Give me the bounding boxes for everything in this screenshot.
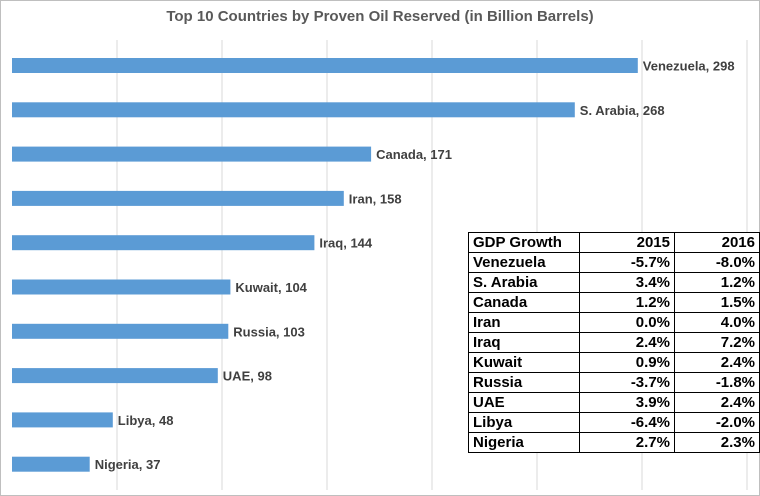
table-row: S. Arabia 3.4% 1.2% (468, 272, 760, 293)
table-cell-country: Russia (468, 372, 580, 393)
table-row: Iran 0.0% 4.0% (468, 312, 760, 333)
table-header-row: GDP Growth 2015 2016 (468, 232, 760, 253)
data-label: Venezuela, 298 (643, 59, 735, 74)
table-cell-2015: -6.4% (579, 412, 675, 433)
bar-libya (12, 412, 113, 428)
data-label: Iraq, 144 (319, 236, 373, 251)
table-cell-country: UAE (468, 392, 580, 413)
table-cell-2015: 2.4% (579, 332, 675, 353)
data-label: UAE, 98 (223, 369, 272, 384)
table-cell-country: Iraq (468, 332, 580, 353)
bar-nigeria (12, 456, 90, 472)
table-cell-2016: -2.0% (674, 412, 760, 433)
table-row: Venezuela -5.7% -8.0% (468, 252, 760, 273)
table-cell-2015: 3.9% (579, 392, 675, 413)
table-cell-2016: 2.4% (674, 392, 760, 413)
bar-uae (12, 368, 218, 384)
table-header-2016: 2016 (674, 232, 760, 253)
data-label: Kuwait, 104 (235, 280, 307, 295)
data-label: S. Arabia, 268 (580, 103, 665, 118)
bar-s-arabia (12, 102, 575, 118)
table-cell-2016: 1.5% (674, 292, 760, 313)
table-cell-2015: 0.9% (579, 352, 675, 373)
bar-iraq (12, 235, 315, 251)
table-cell-2016: 4.0% (674, 312, 760, 333)
bar-russia (12, 323, 229, 339)
table-row: Iraq 2.4% 7.2% (468, 332, 760, 353)
table-cell-2016: 7.2% (674, 332, 760, 353)
table-cell-2015: 1.2% (579, 292, 675, 313)
bar-iran (12, 190, 344, 206)
data-label: Nigeria, 37 (95, 457, 161, 472)
table-cell-country: Canada (468, 292, 580, 313)
table-cell-2015: -5.7% (579, 252, 675, 273)
table-cell-country: Iran (468, 312, 580, 333)
data-labels: Venezuela, 298 S. Arabia, 268 Canada, 171 I… (95, 59, 735, 473)
bar-venezuela (12, 58, 638, 73)
bar-canada (12, 146, 372, 162)
table-cell-2016: -1.8% (674, 372, 760, 393)
table-cell-2015: 2.7% (579, 432, 675, 453)
data-label: Iran, 158 (349, 191, 402, 206)
table-cell-2015: 3.4% (579, 272, 675, 293)
data-label: Russia, 103 (233, 324, 305, 339)
table-cell-2015: -3.7% (579, 372, 675, 393)
table-cell-2016: -8.0% (674, 252, 760, 273)
table-cell-2016: 2.3% (674, 432, 760, 453)
table-row: Libya -6.4% -2.0% (468, 412, 760, 433)
table-cell-country: Venezuela (468, 252, 580, 273)
bars (12, 58, 638, 472)
gdp-growth-table: GDP Growth 2015 2016 Venezuela -5.7% -8.0%… (468, 232, 760, 453)
chart-title: Top 10 Countries by Proven Oil Reserved … (166, 8, 594, 25)
table-cell-country: Libya (468, 412, 580, 433)
table-cell-country: Kuwait (468, 352, 580, 373)
table-row: Nigeria 2.7% 2.3% (468, 432, 760, 453)
table-row: Canada 1.2% 1.5% (468, 292, 760, 313)
table-cell-country: S. Arabia (468, 272, 580, 293)
table-cell-2016: 1.2% (674, 272, 760, 293)
table-cell-country: Nigeria (468, 432, 580, 453)
table-header-country: GDP Growth (468, 232, 580, 253)
table-row: Russia -3.7% -1.8% (468, 372, 760, 393)
table-cell-2015: 0.0% (579, 312, 675, 333)
table-row: UAE 3.9% 2.4% (468, 392, 760, 413)
table-row: Kuwait 0.9% 2.4% (468, 352, 760, 373)
bar-kuwait (12, 279, 231, 295)
data-label: Canada, 171 (376, 147, 452, 162)
table-header-2015: 2015 (579, 232, 675, 253)
data-label: Libya, 48 (118, 413, 174, 428)
table-cell-2016: 2.4% (674, 352, 760, 373)
